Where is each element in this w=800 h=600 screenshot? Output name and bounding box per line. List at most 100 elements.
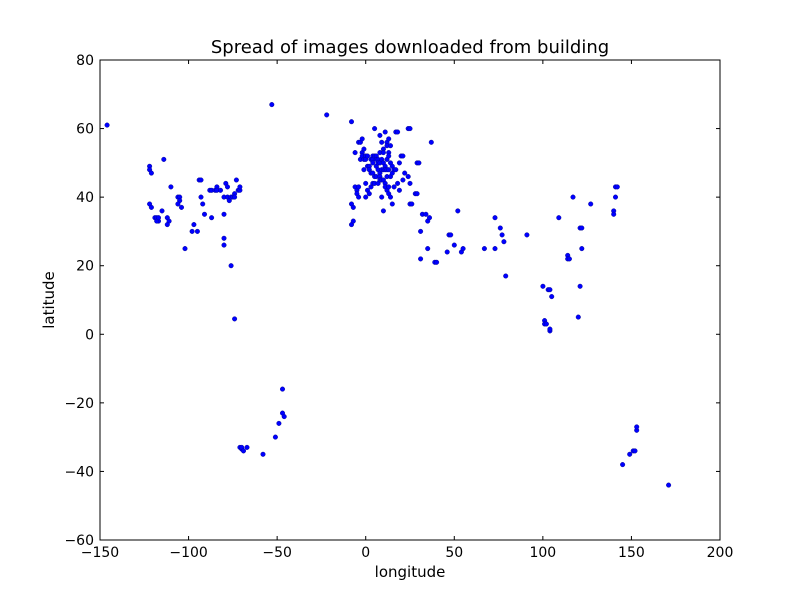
data-point (434, 259, 440, 265)
data-point (237, 184, 243, 190)
data-point (361, 146, 367, 152)
data-point (634, 424, 640, 430)
data-point (556, 215, 562, 221)
data-point (217, 187, 223, 193)
data-point (155, 215, 161, 221)
data-point (503, 273, 509, 279)
data-point (260, 451, 266, 457)
data-point (161, 156, 167, 162)
data-point (524, 232, 530, 238)
data-point (232, 316, 238, 322)
data-point (386, 153, 392, 159)
data-point (352, 150, 358, 156)
data-point (148, 204, 154, 210)
data-point (492, 246, 498, 252)
data-point (588, 201, 594, 207)
data-point (233, 177, 239, 183)
y-tick-label: −20 (64, 396, 94, 412)
data-point (549, 294, 555, 300)
data-point (497, 225, 503, 231)
data-point (365, 153, 371, 159)
data-point (272, 434, 278, 440)
data-point (189, 228, 195, 234)
data-point (104, 122, 110, 128)
data-point (425, 246, 431, 252)
data-point (407, 180, 413, 186)
data-point (540, 283, 546, 289)
data-point (632, 448, 638, 454)
data-point (543, 321, 549, 327)
data-point (400, 153, 406, 159)
data-point (228, 263, 234, 269)
data-point (386, 167, 392, 173)
data-point (620, 462, 626, 468)
data-point (627, 451, 633, 457)
data-point (168, 184, 174, 190)
data-point (281, 414, 287, 420)
data-point (194, 228, 200, 234)
data-points (104, 102, 672, 488)
data-point (613, 194, 619, 200)
data-point (324, 112, 330, 118)
data-point (428, 139, 434, 145)
data-point (221, 211, 227, 217)
data-point (198, 194, 204, 200)
data-point (361, 167, 367, 173)
data-point (393, 167, 399, 173)
data-point (221, 235, 227, 241)
data-point (159, 208, 165, 214)
data-point (416, 160, 422, 166)
y-tick-label: −60 (64, 533, 94, 549)
y-tick-label: −40 (64, 464, 94, 480)
data-point (380, 208, 386, 214)
data-point (388, 194, 394, 200)
data-point (349, 119, 355, 125)
data-point (191, 222, 197, 228)
data-point (178, 204, 184, 210)
x-tick-label: −100 (169, 545, 207, 561)
data-point (198, 177, 204, 183)
data-point (481, 246, 487, 252)
x-tick-label: 0 (361, 545, 370, 561)
data-point (386, 136, 392, 142)
y-axis-title: latitude (40, 271, 58, 329)
data-point (444, 249, 450, 255)
data-point (182, 246, 188, 252)
y-tick-label: 20 (76, 259, 94, 275)
data-point (232, 194, 238, 200)
data-point (377, 132, 383, 138)
data-point (350, 204, 356, 210)
data-point (366, 191, 372, 197)
x-axis-title: longitude (375, 563, 446, 581)
x-tick-label: −150 (81, 545, 119, 561)
data-point (666, 482, 672, 488)
data-point (577, 283, 583, 289)
y-tick-label: 0 (85, 327, 94, 343)
data-point (269, 102, 275, 108)
data-point (379, 139, 385, 145)
data-point (380, 150, 386, 156)
data-point (423, 211, 429, 217)
data-point (402, 170, 408, 176)
data-point (395, 180, 401, 186)
data-point (414, 191, 420, 197)
data-point (363, 194, 369, 200)
data-point (418, 256, 424, 262)
data-point (409, 201, 415, 207)
data-point (201, 211, 207, 217)
x-tick-label: 100 (529, 545, 556, 561)
data-point (370, 160, 376, 166)
data-point (244, 444, 250, 450)
data-point (175, 201, 181, 207)
x-tick-label: 200 (707, 545, 734, 561)
plot-frame (99, 59, 721, 541)
data-point (427, 215, 433, 221)
data-point (356, 184, 362, 190)
chart-title: Spread of images downloaded from buildin… (211, 37, 609, 58)
data-point (356, 194, 362, 200)
data-point (148, 170, 154, 176)
data-point (395, 129, 401, 135)
data-point (405, 174, 411, 180)
data-point (501, 239, 507, 245)
